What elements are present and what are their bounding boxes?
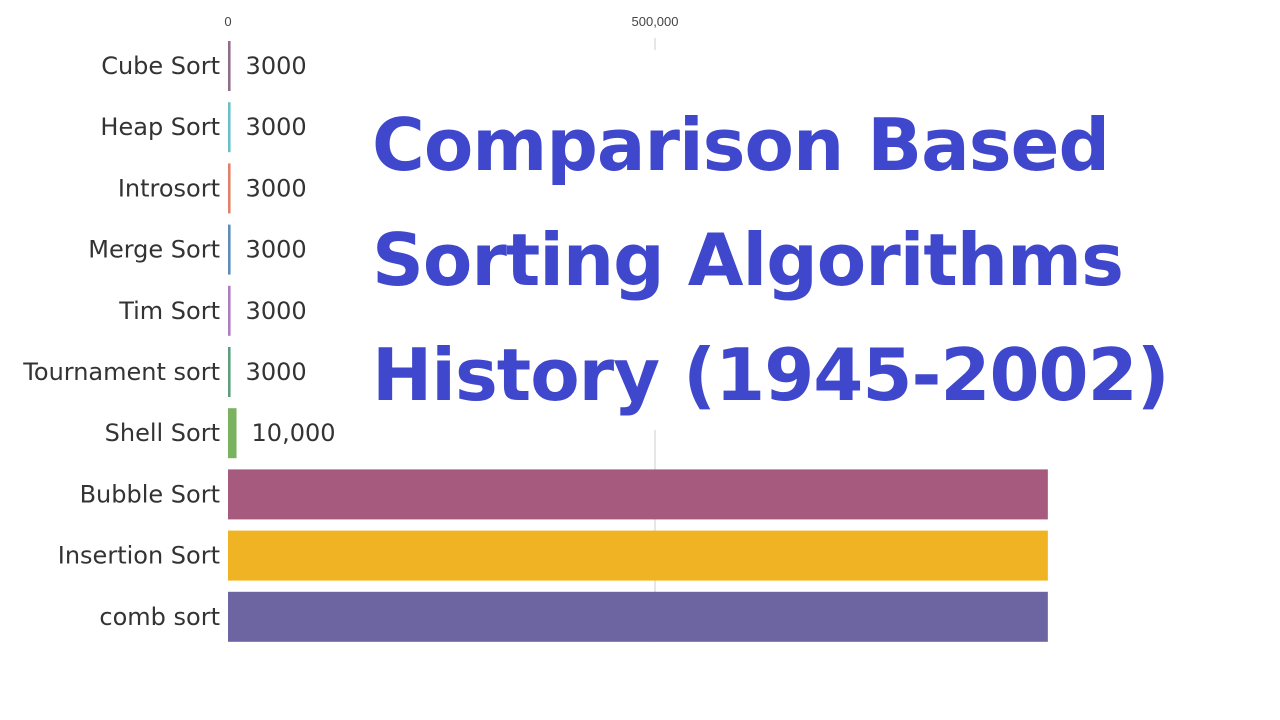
category-label: Tim Sort (118, 297, 220, 325)
bar (228, 102, 231, 153)
category-label: Shell Sort (105, 419, 220, 447)
category-label: Cube Sort (101, 52, 220, 80)
category-label: comb sort (99, 603, 220, 631)
value-label: 10,000 (252, 419, 336, 447)
category-label: Bubble Sort (80, 480, 220, 508)
category-label: Insertion Sort (58, 542, 220, 570)
title-line-2: Sorting Algorithms (372, 218, 1124, 302)
bar (228, 41, 231, 91)
category-label: Tournament sort (22, 358, 220, 386)
bar (228, 285, 231, 336)
x-tick-label: 500,000 (632, 14, 679, 29)
value-label: 3000 (246, 358, 307, 386)
bar (228, 591, 1048, 642)
bar (228, 408, 237, 459)
value-label: 3000 (246, 297, 307, 325)
title-backdrop (356, 50, 1166, 430)
category-label: Heap Sort (100, 113, 220, 141)
value-label: 3000 (246, 113, 307, 141)
chart-title: Comparison Based Sorting Algorithms Hist… (372, 88, 1170, 433)
value-label: 3000 (246, 52, 307, 80)
bar (228, 224, 231, 275)
title-line-3: History (1945-2002) (372, 333, 1170, 417)
category-label: Introsort (118, 174, 220, 202)
bar (228, 163, 231, 214)
bar (228, 347, 231, 397)
bar (228, 530, 1048, 581)
bar (228, 469, 1048, 520)
x-tick-label: 0 (224, 14, 231, 29)
title-line-1: Comparison Based (372, 103, 1110, 187)
value-label: 3000 (246, 174, 307, 202)
category-label: Merge Sort (88, 236, 220, 264)
value-label: 3000 (246, 236, 307, 264)
